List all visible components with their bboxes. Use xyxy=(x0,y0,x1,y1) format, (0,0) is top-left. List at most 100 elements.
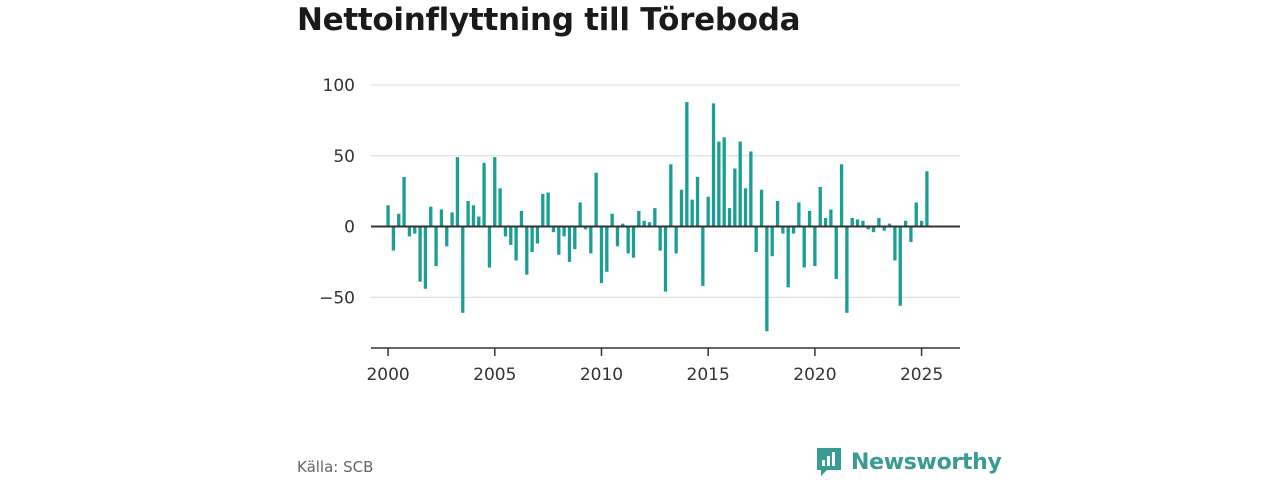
bar xyxy=(471,205,476,227)
bar xyxy=(653,208,657,227)
bar xyxy=(914,202,918,227)
x-tick-label: 2000 xyxy=(366,365,409,385)
bars xyxy=(386,101,929,332)
bar xyxy=(786,226,790,288)
bar xyxy=(567,226,572,262)
bar xyxy=(626,226,630,254)
bar xyxy=(599,226,604,284)
newsworthy-logo: Newsworthy xyxy=(815,446,1002,478)
bar xyxy=(631,226,636,258)
bar xyxy=(679,189,684,227)
bar xyxy=(647,222,652,227)
bar xyxy=(685,101,689,227)
bar xyxy=(781,226,785,234)
bar xyxy=(711,103,716,227)
bar xyxy=(887,223,892,227)
bar xyxy=(589,226,593,254)
bar xyxy=(695,176,700,227)
newsworthy-logo-icon xyxy=(817,448,841,476)
bar xyxy=(775,201,780,227)
bar xyxy=(397,213,401,227)
bar xyxy=(797,202,801,227)
bar xyxy=(669,164,673,227)
bar xyxy=(407,226,412,237)
bar xyxy=(519,210,524,227)
bar xyxy=(845,226,849,313)
y-tick-label: −50 xyxy=(319,288,355,308)
bar xyxy=(903,220,908,227)
bar xyxy=(877,218,881,227)
bar xyxy=(509,226,513,245)
bar xyxy=(754,226,758,252)
bar xyxy=(893,226,897,261)
bar xyxy=(535,226,540,244)
bar xyxy=(850,218,854,227)
bar xyxy=(855,219,860,227)
bar xyxy=(839,164,844,227)
bar xyxy=(770,226,774,257)
bar xyxy=(503,226,508,237)
x-tick-label: 2010 xyxy=(580,365,623,385)
bar xyxy=(909,226,913,243)
bar xyxy=(829,209,833,227)
bar xyxy=(418,226,422,282)
bar xyxy=(530,226,534,252)
x-axis-ticks: 2000 2005 2010 2015 2020 2025 xyxy=(366,348,943,385)
bar xyxy=(813,226,817,267)
bar xyxy=(391,226,396,251)
bar xyxy=(861,220,865,227)
bar xyxy=(765,226,769,332)
x-tick-label: 2025 xyxy=(900,365,943,385)
x-tick-label: 2015 xyxy=(687,365,730,385)
bar xyxy=(482,162,486,227)
bar xyxy=(722,137,726,227)
bar xyxy=(610,213,614,227)
bar xyxy=(658,226,662,251)
chart-title: Nettoinflyttning till Töreboda xyxy=(297,2,801,38)
bar xyxy=(439,209,444,227)
bar xyxy=(743,188,748,227)
bar xyxy=(413,226,417,234)
bar xyxy=(455,157,460,227)
bar xyxy=(445,226,449,247)
x-tick-label: 2020 xyxy=(793,365,836,385)
bar xyxy=(402,176,406,227)
y-tick-label: 50 xyxy=(333,147,355,167)
bar xyxy=(674,226,678,254)
bar xyxy=(759,189,764,227)
bar xyxy=(525,226,529,275)
bar xyxy=(621,223,625,227)
y-tick-label: 100 xyxy=(323,76,355,96)
bar xyxy=(807,210,812,227)
bar xyxy=(461,226,465,313)
bar xyxy=(578,202,582,227)
bar xyxy=(557,226,561,255)
bar xyxy=(706,196,710,227)
bar xyxy=(749,151,753,227)
bar xyxy=(818,186,822,227)
bar xyxy=(866,226,870,230)
bar xyxy=(429,206,433,227)
bar xyxy=(791,226,796,234)
bar xyxy=(882,226,886,231)
bar xyxy=(717,141,721,227)
y-axis-ticks: 100 50 0 −50 xyxy=(319,76,355,308)
bar xyxy=(514,226,518,261)
bar xyxy=(551,226,556,233)
bar xyxy=(541,193,545,227)
bar xyxy=(823,218,828,227)
bar xyxy=(573,226,577,250)
bar xyxy=(423,226,428,289)
x-tick-label: 2005 xyxy=(473,365,516,385)
bar xyxy=(919,220,924,227)
bar xyxy=(594,172,598,227)
bar xyxy=(871,226,876,233)
source-note: Källa: SCB xyxy=(297,458,374,476)
newsworthy-logo-text: Newsworthy xyxy=(851,449,1002,475)
bar xyxy=(615,226,620,247)
bar xyxy=(663,226,668,292)
bar xyxy=(738,141,742,227)
bar xyxy=(583,226,588,230)
y-tick-label: 0 xyxy=(344,218,355,238)
